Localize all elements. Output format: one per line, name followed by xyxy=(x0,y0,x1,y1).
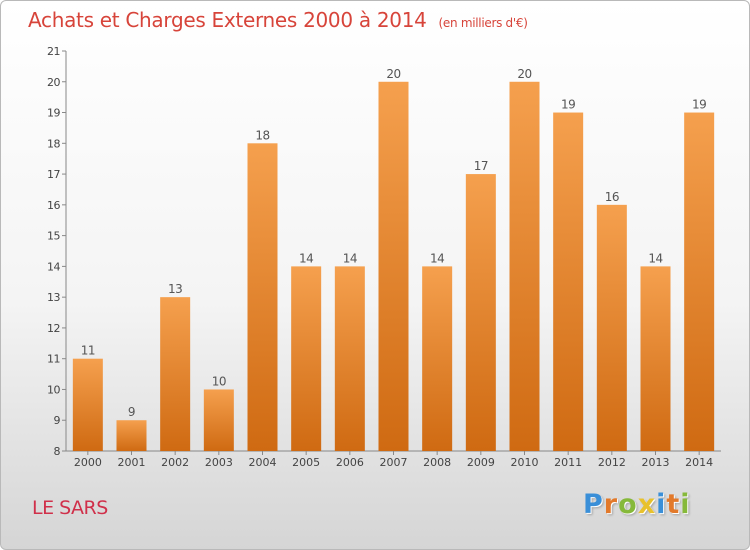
y-tick-label: 20 xyxy=(47,76,60,89)
x-tick-label: 2009 xyxy=(467,456,495,469)
y-tick-label: 10 xyxy=(47,383,60,396)
bar-2004 xyxy=(247,143,278,452)
x-tick-label: 2001 xyxy=(118,456,146,469)
title-text: Achats et Charges Externes 2000 à 2014 xyxy=(28,8,427,32)
bar-2009 xyxy=(465,174,496,452)
x-tick-label: 2002 xyxy=(161,456,189,469)
bar-value-label: 19 xyxy=(561,98,575,112)
bar-2008 xyxy=(422,266,453,451)
x-tick-label: 2013 xyxy=(642,456,670,469)
x-tick-label: 2000 xyxy=(74,456,102,469)
x-tick-label: 2005 xyxy=(292,456,320,469)
bar-2000 xyxy=(72,358,103,451)
y-tick-label: 8 xyxy=(54,445,61,458)
bar-2005 xyxy=(291,266,322,451)
bar-value-label: 17 xyxy=(474,159,488,173)
bar-2006 xyxy=(334,266,365,451)
bar-value-label: 13 xyxy=(168,282,182,296)
bar-value-label: 20 xyxy=(386,67,400,81)
y-tick-label: 11 xyxy=(47,353,60,366)
proxiti-logo[interactable]: Proxiti xyxy=(583,489,691,520)
bar-value-label: 14 xyxy=(648,251,662,265)
logo-letter: o xyxy=(618,489,638,520)
y-tick-label: 12 xyxy=(47,322,60,335)
logo-letter: P xyxy=(583,489,604,520)
logo-letter: x xyxy=(637,489,657,520)
bars: 11 9 13 10 18 14 14 20 14 17 20 19 16 14 19 xyxy=(72,67,715,452)
x-tick-label: 2003 xyxy=(205,456,233,469)
x-tick-label: 2006 xyxy=(336,456,364,469)
x-tick-label: 2011 xyxy=(554,456,582,469)
x-tick-label: 2012 xyxy=(598,456,626,469)
logo-letter: r xyxy=(603,489,619,520)
bar-value-label: 14 xyxy=(430,251,444,265)
bar-value-label: 19 xyxy=(692,98,706,112)
bar-2013 xyxy=(640,266,671,451)
logo-letter: i xyxy=(680,489,691,520)
y-tick-label: 17 xyxy=(47,168,60,181)
bar-2010 xyxy=(509,81,540,452)
y-tick-label: 14 xyxy=(47,260,60,273)
bar-value-label: 14 xyxy=(299,251,313,265)
town-name: LE SARS xyxy=(32,497,108,519)
x-tick-label: 2007 xyxy=(380,456,408,469)
bar-value-label: 10 xyxy=(212,374,226,388)
chart-subtitle: (en milliers d'€) xyxy=(438,16,528,30)
bar-2002 xyxy=(160,297,191,451)
logo-letter: i xyxy=(656,489,667,520)
bar-value-label: 20 xyxy=(517,67,531,81)
bar-2003 xyxy=(203,389,234,451)
x-tick-label: 2004 xyxy=(249,456,277,469)
bar-value-label: 18 xyxy=(255,128,269,142)
bar-2011 xyxy=(553,112,584,452)
axes: 8 9 10 11 12 13 14 15 16 17 18 19 20 21 2000 2001 2002 20… xyxy=(47,45,721,469)
y-tick-label: 15 xyxy=(47,230,60,243)
y-tick-label: 9 xyxy=(54,414,61,427)
bar-2001 xyxy=(116,420,147,451)
chart-title: Achats et Charges Externes 2000 à 2014 (e… xyxy=(28,8,528,32)
bar-2014 xyxy=(684,112,715,452)
bar-value-label: 14 xyxy=(343,251,357,265)
bar-value-label: 9 xyxy=(128,405,135,419)
logo-letter: t xyxy=(666,489,681,520)
y-tick-label: 21 xyxy=(47,45,60,58)
y-tick-label: 13 xyxy=(47,291,60,304)
bar-value-label: 16 xyxy=(605,190,619,204)
bar-2007 xyxy=(378,81,409,452)
x-tick-label: 2008 xyxy=(423,456,451,469)
y-tick-label: 16 xyxy=(47,199,60,212)
y-tick-label: 19 xyxy=(47,107,60,120)
bar-value-label: 11 xyxy=(81,344,95,358)
bar-2012 xyxy=(596,204,627,451)
x-tick-label: 2010 xyxy=(511,456,539,469)
x-tick-label: 2014 xyxy=(685,456,713,469)
y-tick-label: 18 xyxy=(47,137,60,150)
